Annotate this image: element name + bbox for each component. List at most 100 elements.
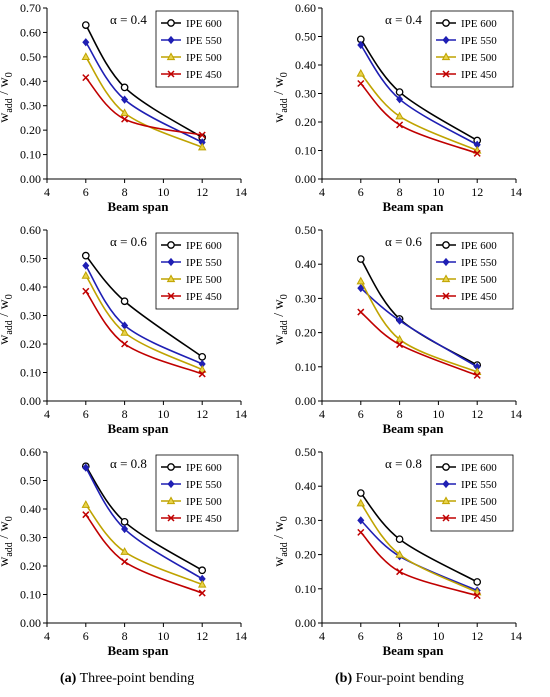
y-tick-label: 0.20 [295,115,316,129]
legend-label: IPE 500 [461,52,497,64]
x-tick-label: 12 [471,407,483,421]
legend-label: IPE 550 [186,35,222,47]
legend-marker [442,463,450,471]
data-point [356,255,365,263]
y-tick-label: 0.40 [295,479,316,493]
data-point [120,108,129,117]
x-axis-label: Beam span [382,421,444,436]
data-point [357,284,365,293]
y-tick-label: 0.20 [20,123,41,137]
chart-title: α = 0.8 [385,456,422,471]
x-tick-label: 10 [432,185,444,199]
data-point [197,365,207,373]
x-tick-label: 4 [44,185,50,199]
data-point [82,74,90,82]
x-tick-label: 8 [397,185,403,199]
y-axis-label-part: 0 [4,72,15,77]
x-axis-label: Beam span [382,643,444,658]
x-tick-label: 10 [157,407,169,421]
data-point [357,40,365,50]
data-point [82,261,90,270]
x-tick-label: 6 [358,185,364,199]
data-point [396,95,404,104]
data-point [198,131,206,139]
legend-marker [167,19,175,27]
x-axis-label: Beam span [107,199,169,214]
caption-b: (b) Four-point bending [335,671,464,687]
y-tick-label: 0.00 [295,394,316,408]
x-tick-label: 12 [471,185,483,199]
legend-marker [167,70,175,78]
chart-title: α = 0.8 [110,456,147,471]
y-axis-label-part: 0 [4,294,15,299]
y-tick-label: 0.00 [20,172,41,186]
legend-label: IPE 500 [186,496,222,508]
data-point [121,558,129,566]
legend-label: IPE 500 [461,496,497,508]
data-point [395,334,404,343]
y-axis-label-part: / w [0,298,12,320]
y-tick-label: 0.50 [20,252,41,266]
data-point [121,95,129,104]
data-point [396,568,404,576]
legend-marker [442,19,450,27]
data-point [120,547,129,555]
data-point [81,52,91,60]
data-point [396,341,404,349]
y-tick-label: 0.60 [295,1,316,15]
legend-label: IPE 450 [461,69,497,81]
y-tick-label: 0.10 [295,582,316,596]
y-tick-label: 0.40 [295,58,316,72]
y-axis-label-part: w [0,556,12,567]
x-tick-label: 6 [83,185,89,199]
legend-marker [442,292,450,300]
data-point [395,111,404,120]
y-axis-label-part: w [272,334,287,345]
legend-marker [167,35,175,45]
chart-panel-3: 0.00 0.10 0.20 0.30 0.40 0.50 0.60 4 6 8 10 12 14 Bea… [0,223,247,436]
y-tick-label: 0.00 [295,616,316,630]
x-tick-label: 8 [397,629,403,643]
legend-label: IPE 600 [186,240,222,252]
chart-panel-2: 0.00 0.10 0.20 0.30 0.40 0.50 0.60 4 6 8 10 12 14 Bea… [272,1,522,214]
y-axis-label: wadd / w0 [0,72,15,123]
x-tick-label: 6 [83,407,89,421]
y-axis-label: wadd / w0 [0,516,15,567]
x-tick-label: 6 [83,629,89,643]
x-axis-label: Beam span [107,421,169,436]
data-point [82,463,90,472]
x-tick-label: 8 [122,629,128,643]
x-tick-label: 14 [235,407,247,421]
legend-label: IPE 550 [461,479,497,491]
x-tick-label: 4 [319,185,325,199]
data-point [81,270,91,279]
data-point [198,370,206,378]
legend-label: IPE 450 [461,513,497,525]
chart-panel-4: 0.00 0.10 0.20 0.30 0.40 0.50 4 6 8 10 12 14 Beam sp… [272,223,522,436]
data-point [356,68,366,77]
y-axis-label-part: w [272,112,287,123]
y-axis-label-part: 0 [279,294,290,299]
data-point [357,528,365,536]
y-tick-label: 0.40 [20,74,41,88]
y-axis-label-part: 0 [279,516,290,521]
chart-title: α = 0.4 [110,12,147,27]
y-tick-label: 0.10 [20,588,41,602]
x-tick-label: 14 [235,629,247,643]
y-axis-label-part: w [0,112,12,123]
legend-marker [167,257,175,267]
y-tick-label: 0.30 [20,531,41,545]
legend-marker [441,274,451,283]
legend-label: IPE 550 [186,257,222,269]
x-tick-label: 12 [196,407,208,421]
y-axis-label-part: 0 [279,72,290,77]
data-point [120,297,129,306]
chart-panel-1: 0.00 0.10 0.20 0.30 0.40 0.50 0.60 0.70 4 6 8 10 12 1… [0,1,247,214]
x-tick-label: 8 [122,407,128,421]
data-point [396,121,404,129]
data-point [357,308,365,316]
x-tick-label: 8 [397,407,403,421]
x-axis-label: Beam span [107,643,169,658]
y-axis-label-part: w [272,556,287,567]
